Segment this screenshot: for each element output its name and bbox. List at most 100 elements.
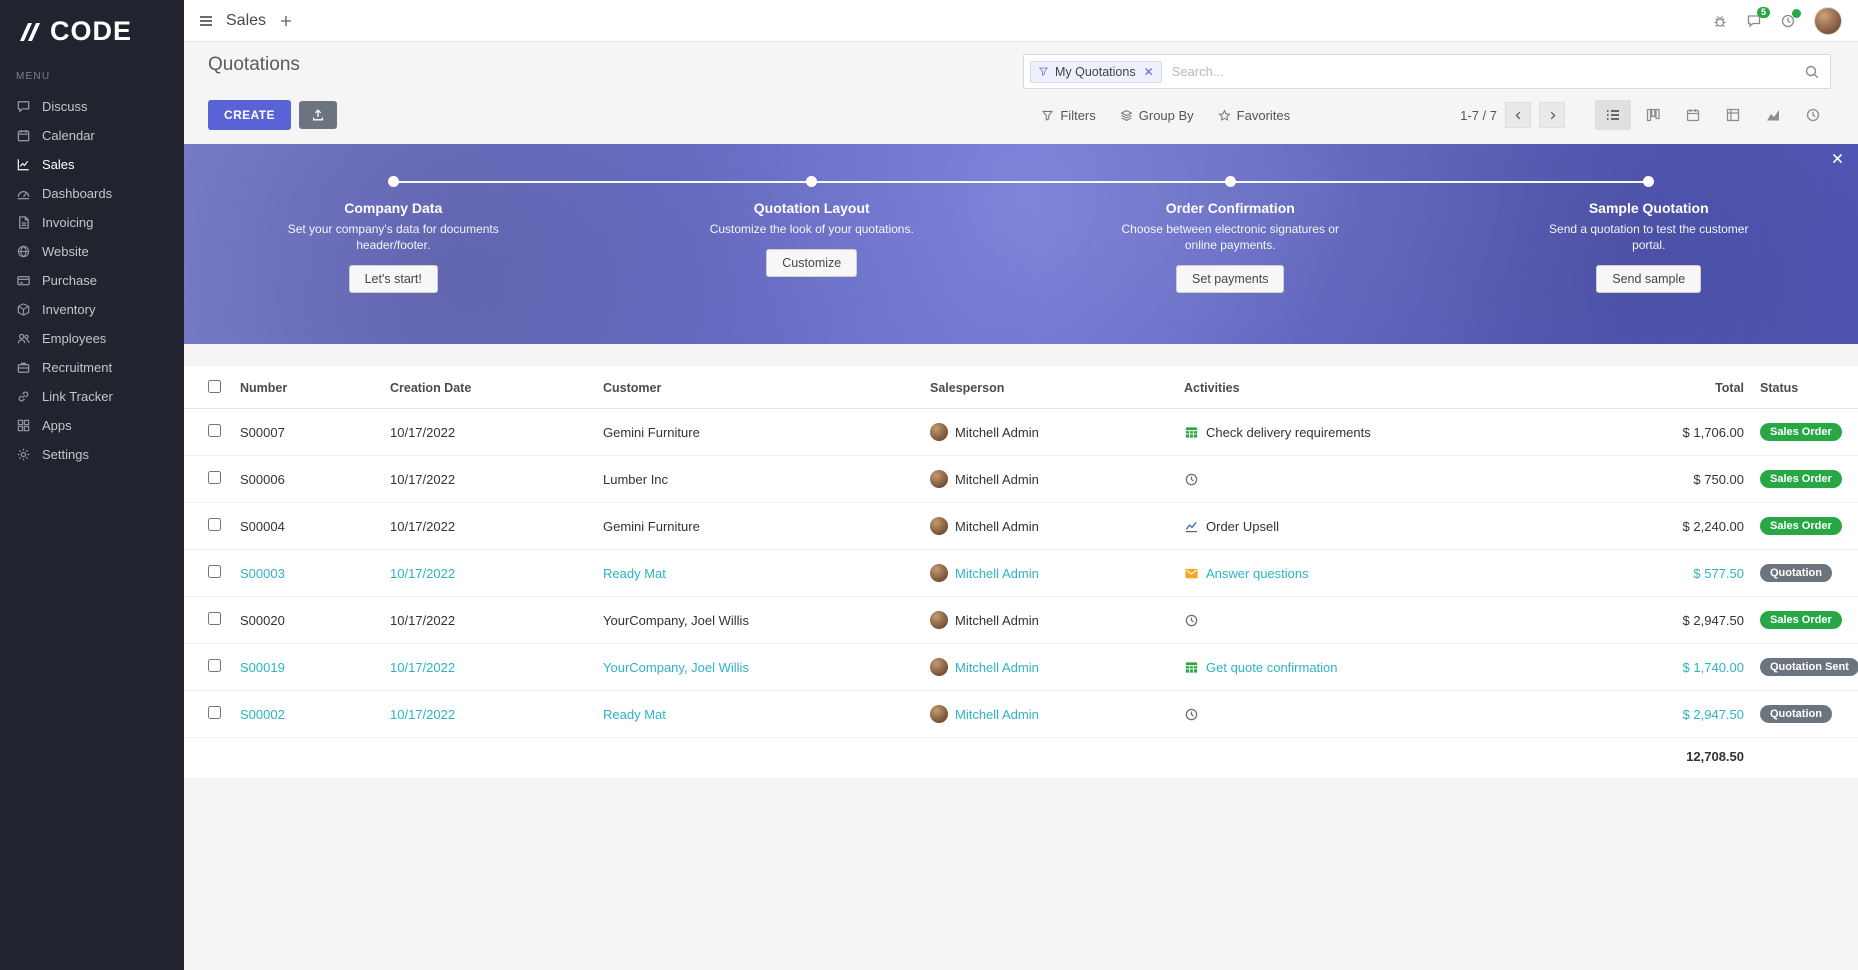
column-header-creation-date[interactable]: Creation Date — [382, 366, 595, 409]
salesperson-name: Mitchell Admin — [955, 612, 1039, 628]
pivot-view-button[interactable] — [1715, 100, 1751, 130]
sidebar-item-employees[interactable]: Employees — [0, 324, 184, 353]
table-row[interactable]: S00007 10/17/2022 Gemini Furniture Mitch… — [184, 408, 1858, 456]
step-title: Company Data — [344, 200, 443, 216]
activity-cell[interactable]: Check delivery requirements — [1184, 425, 1614, 440]
control-panel: Quotations My Quotations ✕ CREATE Filter… — [184, 42, 1858, 144]
filters-label: Filters — [1060, 107, 1096, 123]
user-avatar[interactable] — [1814, 6, 1842, 35]
column-header-total[interactable]: Total — [1622, 366, 1752, 409]
activity-view-icon — [1806, 108, 1820, 122]
group-by-button[interactable]: Group By — [1120, 108, 1194, 123]
activity-label: Answer questions — [1206, 565, 1309, 581]
activity-cell[interactable]: Answer questions — [1184, 566, 1614, 581]
onboarding-step-sample-quotation: Sample Quotation Send a quotation to tes… — [1440, 176, 1858, 294]
activity-cell[interactable]: Order Upsell — [1184, 519, 1614, 534]
row-checkbox[interactable] — [208, 518, 221, 531]
sidebar-item-website[interactable]: Website — [0, 237, 184, 266]
customer-name: Ready Mat — [603, 706, 666, 722]
pager-next-button[interactable] — [1539, 102, 1565, 128]
onboarding-step-quotation-layout: Quotation Layout Customize the look of y… — [603, 176, 1022, 293]
graph-view-icon — [1767, 110, 1779, 121]
sidebar-item-apps[interactable]: Apps — [0, 411, 184, 440]
row-checkbox[interactable] — [208, 706, 221, 719]
sidebar-item-recruitment[interactable]: Recruitment — [0, 353, 184, 382]
kanban-view-button[interactable] — [1635, 100, 1671, 130]
create-button[interactable]: CREATE — [208, 100, 291, 130]
favorites-button[interactable]: Favorites — [1218, 108, 1290, 123]
order-number: S00020 — [240, 612, 285, 628]
plus-icon[interactable] — [278, 13, 294, 29]
send-sample-button[interactable]: Send sample — [1596, 265, 1702, 294]
column-header-customer[interactable]: Customer — [595, 366, 922, 409]
row-checkbox[interactable] — [208, 659, 221, 672]
activity-label: Order Upsell — [1206, 518, 1279, 534]
column-header-number[interactable]: Number — [232, 366, 382, 409]
facet-remove-icon[interactable]: ✕ — [1143, 64, 1154, 79]
pager-previous-button[interactable] — [1505, 102, 1531, 128]
messages-icon[interactable]: 5 — [1746, 6, 1770, 29]
sidebar-item-inventory[interactable]: Inventory — [0, 295, 184, 324]
set-payments-button[interactable]: Set payments — [1176, 265, 1285, 294]
table-row[interactable]: S00020 10/17/2022 YourCompany, Joel Will… — [184, 596, 1858, 644]
sidebar-item-invoicing[interactable]: Invoicing — [0, 208, 184, 237]
row-checkbox[interactable] — [208, 565, 221, 578]
graph-view-button[interactable] — [1755, 100, 1791, 130]
row-checkbox[interactable] — [208, 424, 221, 437]
brand-logo-icon — [16, 21, 42, 43]
brand-logo[interactable]: CODE — [0, 0, 184, 71]
table-row[interactable]: S00019 10/17/2022 YourCompany, Joel Will… — [184, 643, 1858, 691]
hamburger-menu-icon[interactable] — [198, 13, 214, 29]
step-description: Customize the look of your quotations. — [709, 222, 914, 236]
sidebar-item-discuss[interactable]: Discuss — [0, 92, 184, 121]
sidebar-item-dashboards[interactable]: Dashboards — [0, 179, 184, 208]
column-header-status[interactable]: Status — [1752, 366, 1858, 409]
salesperson-avatar — [930, 423, 948, 441]
column-header-salesperson[interactable]: Salesperson — [922, 366, 1176, 409]
sidebar-item-settings[interactable]: Settings — [0, 440, 184, 469]
filters-button[interactable]: Filters — [1041, 107, 1096, 123]
activity-cell[interactable]: Get quote confirmation — [1184, 660, 1614, 675]
salesperson-name: Mitchell Admin — [955, 424, 1039, 440]
current-app-name[interactable]: Sales — [226, 11, 267, 29]
creation-date: 10/17/2022 — [390, 471, 456, 487]
row-checkbox[interactable] — [208, 471, 221, 484]
activity-view-button[interactable] — [1795, 100, 1831, 130]
salesperson-name: Mitchell Admin — [955, 518, 1039, 534]
table-row[interactable]: S00003 10/17/2022 Ready Mat Mitchell Adm… — [184, 549, 1858, 597]
sidebar-item-sales[interactable]: Sales — [0, 150, 184, 179]
sidebar-item-link-tracker[interactable]: Link Tracker — [0, 382, 184, 411]
sales-icon — [16, 157, 31, 172]
sidebar-item-purchase[interactable]: Purchase — [0, 266, 184, 295]
sidebar-item-label: Settings — [42, 447, 89, 462]
calendar-view-button[interactable] — [1675, 100, 1711, 130]
customize-button[interactable]: Customize — [766, 249, 858, 278]
row-checkbox[interactable] — [208, 612, 221, 625]
creation-date: 10/17/2022 — [390, 424, 456, 440]
search-icon[interactable] — [1804, 64, 1820, 80]
column-header-activities[interactable]: Activities — [1176, 366, 1622, 409]
view-switcher — [1595, 100, 1831, 130]
order-total: $ 750.00 — [1693, 471, 1744, 487]
website-icon — [16, 244, 31, 259]
activities-clock-icon[interactable] — [1780, 8, 1801, 29]
list-view-button[interactable] — [1595, 100, 1631, 130]
table-row[interactable]: S00002 10/17/2022 Ready Mat Mitchell Adm… — [184, 690, 1858, 738]
banner-close-icon[interactable] — [1831, 152, 1844, 165]
debug-bug-icon[interactable] — [1712, 13, 1728, 29]
search-facet-label: My Quotations — [1055, 64, 1136, 79]
search-input[interactable] — [1171, 64, 1804, 79]
sidebar-item-calendar[interactable]: Calendar — [0, 121, 184, 150]
table-row[interactable]: S00006 10/17/2022 Lumber Inc Mitchell Ad… — [184, 455, 1858, 503]
activity-cell[interactable] — [1184, 613, 1614, 628]
page-title: Quotations — [208, 54, 300, 75]
order-number: S00006 — [240, 471, 285, 487]
activity-cell[interactable] — [1184, 472, 1614, 487]
calendar-icon — [16, 128, 31, 143]
activity-label: Check delivery requirements — [1206, 424, 1371, 440]
activity-cell[interactable] — [1184, 707, 1614, 722]
select-all-checkbox[interactable] — [208, 380, 221, 393]
import-button[interactable] — [298, 101, 337, 129]
table-row[interactable]: S00004 10/17/2022 Gemini Furniture Mitch… — [184, 502, 1858, 550]
lets-start-button[interactable]: Let's start! — [348, 265, 438, 294]
